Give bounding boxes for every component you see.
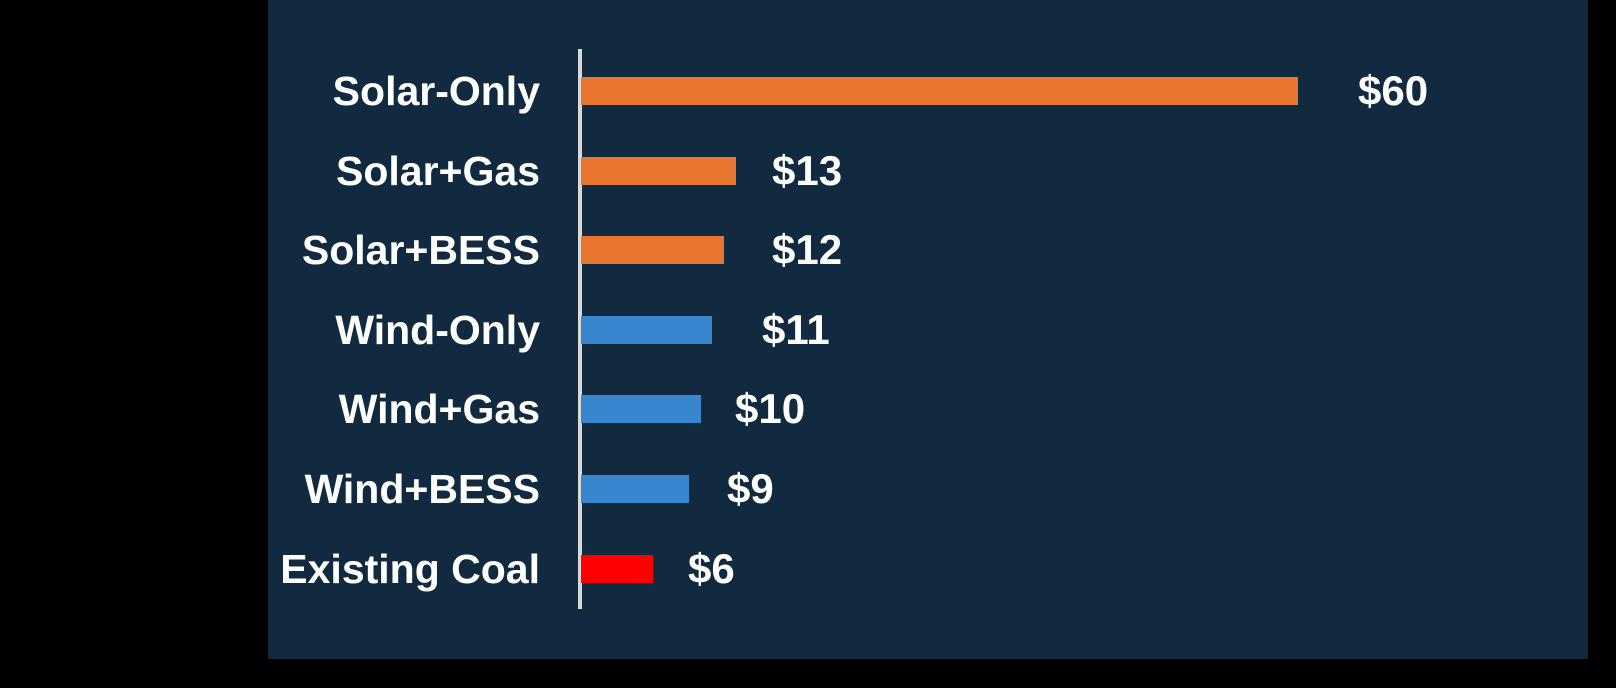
value-label: $9 <box>727 465 774 512</box>
value-label: $11 <box>762 306 830 353</box>
category-label: Wind+Gas <box>338 386 540 432</box>
value-label: $12 <box>772 226 843 273</box>
value-label: $10 <box>735 385 806 432</box>
value-label: $6 <box>688 545 735 592</box>
category-label: Wind-Only <box>335 307 540 353</box>
value-label: $13 <box>772 147 843 194</box>
category-label: Solar-Only <box>332 68 540 114</box>
category-label: Solar+BESS <box>301 227 540 273</box>
bar <box>581 77 1298 105</box>
category-label: Existing Coal <box>280 546 540 592</box>
axis-line <box>578 49 582 609</box>
chart-panel: Solar-Only $60 Solar+Gas $13 Solar+BESS $12 Wi… <box>268 0 1588 659</box>
bar <box>581 475 689 503</box>
bar <box>581 316 712 344</box>
bar <box>581 555 653 583</box>
bar <box>581 395 701 423</box>
bar <box>581 236 724 264</box>
category-label: Solar+Gas <box>336 148 540 194</box>
category-label: Wind+BESS <box>304 466 540 512</box>
value-label: $60 <box>1358 67 1429 114</box>
bar <box>581 157 736 185</box>
